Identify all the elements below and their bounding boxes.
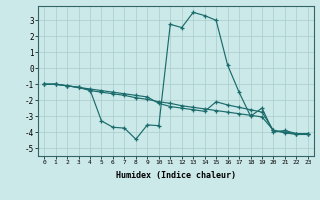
X-axis label: Humidex (Indice chaleur): Humidex (Indice chaleur) <box>116 171 236 180</box>
